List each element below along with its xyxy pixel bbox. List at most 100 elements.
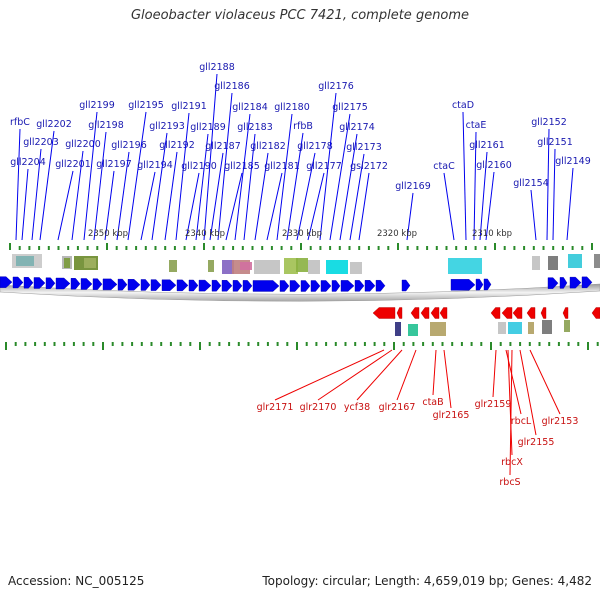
gene-label-rfbc: rfbC <box>10 117 30 128</box>
gene-label-gll2182: gll2182 <box>250 141 286 152</box>
feature-block <box>240 262 252 270</box>
forward-gene-arrow <box>401 279 411 292</box>
feature-block <box>350 262 362 274</box>
fwd-leader-gll2149 <box>566 167 574 241</box>
reverse-gene-arrow <box>562 307 569 319</box>
rev-leader-rbcx <box>507 349 513 456</box>
forward-gene-arrow <box>320 280 332 292</box>
gene-label-gll2149: gll2149 <box>555 156 591 167</box>
fwd-leader-gll2176 <box>319 92 337 241</box>
feature-block <box>448 258 482 274</box>
rev-leader-glr2159 <box>492 349 497 398</box>
fwd-leader-ctae <box>473 131 477 241</box>
gene-label-gll2154: gll2154 <box>513 178 549 189</box>
forward-gene-arrow <box>475 278 484 291</box>
forward-gene-arrow <box>331 280 341 292</box>
forward-gene-arrow <box>70 278 81 290</box>
gene-label-gll2188: gll2188 <box>199 62 235 73</box>
feature-block <box>564 320 570 332</box>
feature-block <box>498 322 506 334</box>
forward-gene-arrow <box>140 279 151 291</box>
feature-block <box>528 322 534 334</box>
reverse-gene-arrow <box>439 307 448 319</box>
gene-label-ctae: ctaE <box>466 120 487 131</box>
gene-label-gll2177: gll2177 <box>306 161 342 172</box>
gene-label-gll2194: gll2194 <box>137 160 173 171</box>
topology-text: Topology: circular; Length: 4,659,019 bp… <box>262 574 592 588</box>
forward-gene-arrow <box>102 278 118 291</box>
feature-block <box>84 258 96 268</box>
gene-label-gll2198: gll2198 <box>88 120 124 131</box>
scale-label-2: 2330 kbp <box>282 229 322 239</box>
gene-label-glr2159: glr2159 <box>475 399 512 410</box>
gene-label-gll2173: gll2173 <box>346 142 382 153</box>
scale-label-1: 2340 kbp <box>185 229 225 239</box>
fwd-leader-gll2177 <box>307 172 325 241</box>
scale-label-4: 2310 kbp <box>472 229 512 239</box>
feature-block <box>296 258 308 272</box>
fwd-leader-gll2192 <box>164 151 178 241</box>
feature-block <box>208 260 214 272</box>
gene-label-gll2191: gll2191 <box>171 101 207 112</box>
fwd-leader-gll2180 <box>276 113 293 241</box>
fwd-leader-gll2183 <box>243 133 256 241</box>
reverse-gene-arrow <box>540 307 547 319</box>
reverse-gene-arrow <box>396 307 403 319</box>
gene-label-ctab: ctaB <box>422 397 443 408</box>
feature-block <box>408 324 418 336</box>
gene-label-gll2160: gll2160 <box>476 160 512 171</box>
feature-block <box>326 260 348 274</box>
forward-gene-arrow <box>221 280 233 292</box>
scale-label-0: 2350 kbp <box>88 229 128 239</box>
genome-title: Gloeobacter violaceus PCC 7421, complete… <box>130 8 470 23</box>
fwd-leader-gll2189 <box>195 133 209 241</box>
forward-gene-arrow <box>176 279 189 292</box>
forward-gene-arrow <box>23 277 34 289</box>
feature-block <box>395 322 401 336</box>
gene-label-glr2171: glr2171 <box>257 402 294 413</box>
forward-gene-arrow <box>55 277 71 290</box>
fwd-leader-gll2194 <box>140 171 156 241</box>
forward-gene-labels: rfbC gll2204 gll2203 gll2202 gll2201 gll2200 g… <box>10 62 591 241</box>
tick-row-bottom <box>5 342 599 350</box>
forward-gene-arrow <box>161 279 177 291</box>
fwd-leader-gll2151 <box>552 148 556 241</box>
fwd-leader-gll2198 <box>93 131 107 241</box>
reverse-gene-arrow <box>591 307 600 319</box>
reverse-gene-arrow <box>420 307 430 319</box>
feature-block <box>64 258 70 268</box>
fwd-leader-gll2160 <box>485 171 495 241</box>
reverse-gene-arrow <box>410 307 420 319</box>
gene-label-rfbb: rfbB <box>293 121 313 132</box>
rev-leader-glr2155 <box>519 349 537 436</box>
forward-gene-arrow <box>198 279 212 292</box>
reverse-gene-arrow <box>372 307 396 319</box>
forward-gene-arrow <box>279 280 290 292</box>
forward-gene-arrow <box>581 276 593 289</box>
feature-block <box>169 260 177 272</box>
forward-gene-arrow <box>127 279 141 291</box>
backbone <box>0 283 600 302</box>
forward-gene-arrow <box>92 278 103 290</box>
fwd-leader-gll2186 <box>217 92 233 241</box>
reverse-gene-arrow <box>512 307 523 319</box>
forward-gene-arrow <box>450 279 476 291</box>
forward-gene-arrow <box>150 279 162 291</box>
forward-gene-arrow <box>232 280 243 292</box>
tick-row-top <box>9 243 593 250</box>
forward-gene-arrow <box>340 280 355 292</box>
gene-label-gll2175: gll2175 <box>332 102 368 113</box>
forward-gene-arrow <box>547 277 559 289</box>
gene-label-gll2196: gll2196 <box>111 140 147 151</box>
reverse-gene-arrows <box>372 307 600 319</box>
gene-label-gll2183: gll2183 <box>237 122 273 133</box>
rev-leader-glr2165 <box>443 349 452 409</box>
reverse-gene-labels: glr2171 glr2170 ycf38 glr2167 ctaB glr2165 glr… <box>257 349 578 488</box>
forward-gene-arrow <box>375 280 386 292</box>
forward-gene-arrow <box>0 276 13 288</box>
fwd-leader-gll2161 <box>479 151 488 241</box>
gene-label-gll2200: gll2200 <box>65 139 101 150</box>
feature-block <box>508 322 522 334</box>
forward-gene-arrow <box>242 280 253 292</box>
rev-leader-glr2170 <box>317 349 393 401</box>
